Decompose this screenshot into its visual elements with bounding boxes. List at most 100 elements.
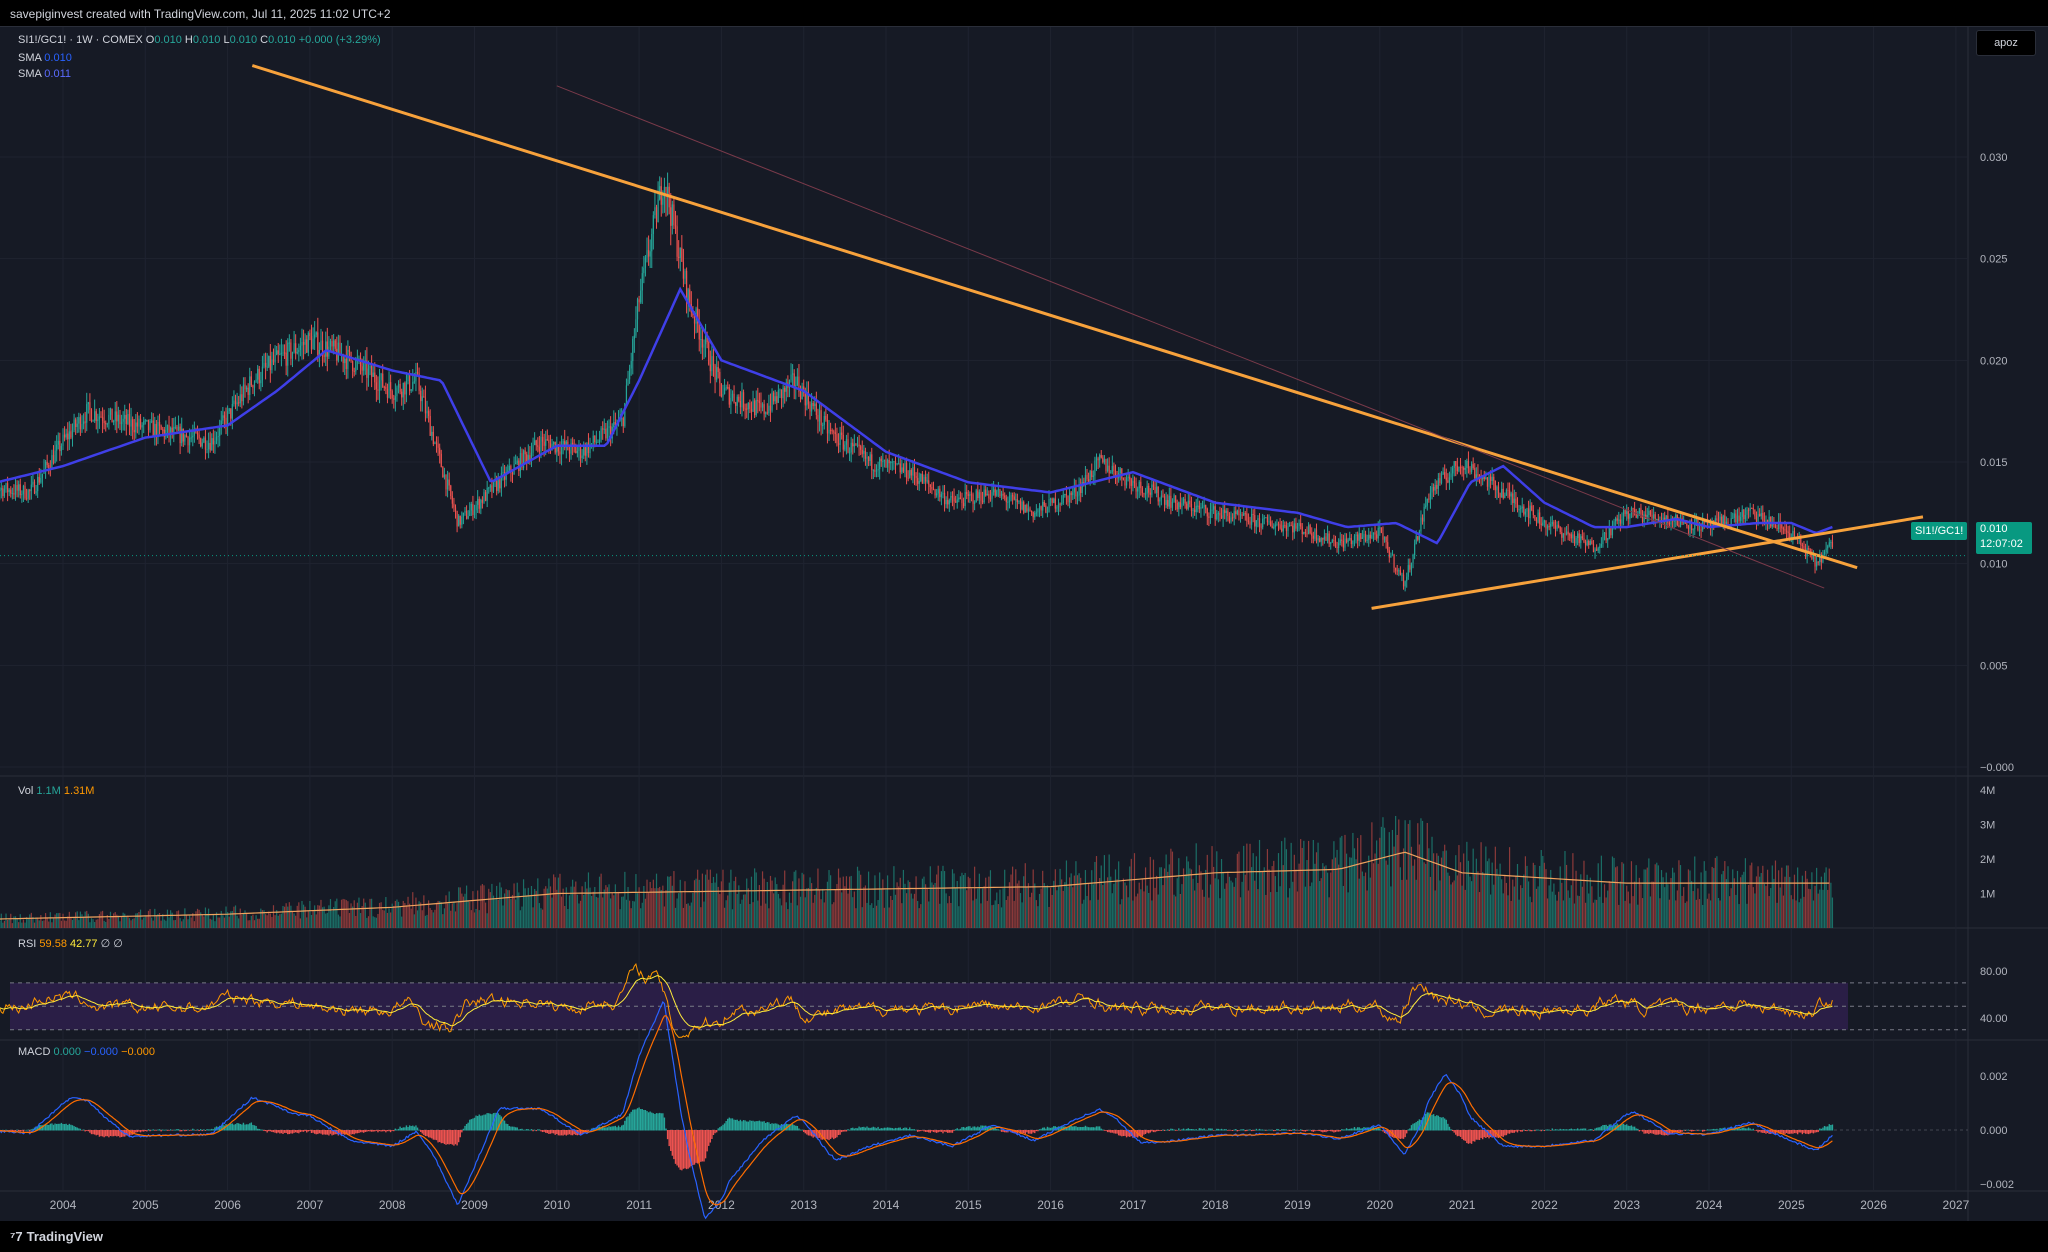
macd-histogram-bar: [690, 1130, 693, 1166]
macd-histogram-bar: [581, 1130, 583, 1134]
volume-bar: [158, 912, 161, 928]
candle-body: [1043, 501, 1045, 506]
volume-bar: [1064, 882, 1066, 928]
volume-bar: [307, 910, 309, 928]
macd-histogram-bar: [1244, 1130, 1246, 1132]
candle-body: [261, 366, 264, 381]
macd-histogram-bar: [486, 1113, 488, 1131]
volume-legend[interactable]: Vol 1.1M 1.31M: [18, 785, 94, 797]
volume-bar: [1485, 846, 1487, 928]
volume-bar: [1284, 837, 1286, 928]
volume-bar: [1281, 841, 1283, 928]
candle-body: [681, 247, 683, 262]
candle-body: [1246, 513, 1248, 521]
macd-histogram-bar: [310, 1130, 313, 1134]
volume-bar: [1730, 888, 1732, 928]
candle-body: [1787, 531, 1789, 534]
volume-bar: [1562, 900, 1564, 928]
x-tick-label: 2013: [790, 1198, 817, 1212]
candle-body: [1124, 479, 1126, 486]
candle-body: [994, 489, 996, 496]
macd-histogram-bar: [351, 1130, 354, 1135]
symbol-button[interactable]: apoz: [1976, 30, 2036, 56]
candle-body: [1398, 570, 1400, 572]
macd-histogram-bar: [1037, 1130, 1039, 1132]
macd-histogram-bar: [1075, 1126, 1077, 1131]
candle-body: [166, 425, 169, 430]
macd-histogram-bar: [1200, 1128, 1202, 1131]
candle-body: [739, 400, 741, 408]
macd-histogram-bar: [24, 1129, 26, 1131]
volume-bar: [902, 869, 905, 928]
candle-body: [1757, 514, 1759, 522]
candle-body: [1550, 523, 1552, 527]
candle-body: [747, 402, 749, 410]
macd-legend[interactable]: MACD 0.000 −0.000 −0.000: [18, 1046, 155, 1058]
volume-bar: [1192, 878, 1194, 928]
candle-body: [1754, 509, 1756, 517]
candle-body: [1309, 525, 1311, 534]
macd-histogram-bar: [453, 1130, 455, 1146]
candle-body: [1122, 478, 1125, 480]
volume-bar: [917, 900, 919, 928]
candle-body: [1570, 534, 1572, 539]
x-tick-label: 2006: [214, 1198, 241, 1212]
volume-bar: [329, 899, 332, 928]
candle-body: [0, 488, 2, 490]
candle-body: [208, 442, 210, 450]
volume-bar: [712, 876, 715, 928]
y-tick-label: 0.015: [1980, 457, 2008, 469]
candle-body: [997, 489, 999, 491]
macd-histogram-bar: [758, 1120, 761, 1131]
macd-histogram-bar: [1429, 1113, 1432, 1131]
candle-body: [1186, 503, 1188, 509]
volume-bar: [597, 897, 599, 928]
macd-histogram-bar: [1247, 1129, 1250, 1131]
symbol-label[interactable]: SI1!/GC1! · 1W · COMEX: [18, 34, 143, 46]
macd-histogram-bar: [1538, 1129, 1541, 1131]
macd-histogram-bar: [1436, 1115, 1438, 1131]
volume-bar: [602, 897, 604, 928]
candle-body: [890, 462, 892, 464]
volume-bar: [624, 871, 626, 928]
candle-body: [413, 381, 415, 383]
candle-body: [1637, 513, 1639, 518]
macd-histogram-bar: [1068, 1125, 1071, 1131]
candle-body: [1455, 461, 1457, 466]
macd-histogram-bar: [1815, 1130, 1818, 1133]
macd-histogram-bar: [1208, 1128, 1210, 1131]
volume-bar: [355, 915, 357, 928]
volume-bar: [515, 899, 517, 928]
candle-body: [1501, 488, 1503, 498]
volume-bar: [7, 919, 9, 928]
rsi-value: 59.58: [39, 938, 67, 950]
volume-bar: [233, 906, 235, 928]
candle-body: [1444, 472, 1446, 478]
volume-bar: [1213, 866, 1215, 928]
volume-bar: [874, 875, 876, 928]
macd-histogram-bar: [633, 1109, 636, 1131]
sma1-legend[interactable]: SMA 0.010: [18, 52, 72, 64]
tradingview-logo[interactable]: ⁷7 TradingView: [10, 1229, 103, 1244]
macd-histogram-bar: [1535, 1129, 1538, 1131]
volume-bar: [1232, 882, 1234, 928]
macd-histogram-bar: [818, 1130, 821, 1138]
volume-bar: [1648, 858, 1650, 928]
candle-body: [29, 490, 31, 492]
macd-histogram-bar: [325, 1130, 327, 1135]
macd-histogram-bar: [1013, 1130, 1015, 1133]
macd-histogram-bar: [1447, 1123, 1449, 1131]
candle-body: [943, 492, 946, 505]
volume-bar: [445, 895, 447, 928]
sma2-legend[interactable]: SMA 0.011: [18, 68, 71, 80]
candle-body: [1721, 516, 1723, 525]
volume-bar: [1452, 882, 1454, 928]
volume-bar: [497, 899, 499, 928]
rsi-legend[interactable]: RSI 59.58 42.77 ∅ ∅: [18, 937, 123, 950]
volume-bar: [467, 900, 469, 928]
macd-histogram-bar: [74, 1126, 77, 1131]
candle-body: [233, 400, 235, 405]
macd-histogram-bar: [1076, 1127, 1079, 1131]
candle-body: [689, 289, 691, 304]
